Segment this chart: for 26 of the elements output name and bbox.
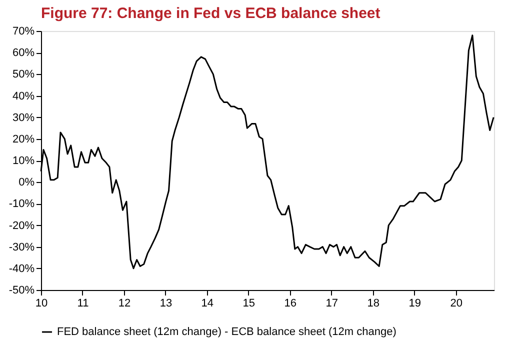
- x-tick-label: 16: [284, 298, 297, 310]
- x-tick-label: 15: [242, 298, 256, 310]
- x-tick-label: 14: [201, 298, 214, 310]
- y-tick-label: 40%: [12, 90, 35, 102]
- y-tick-label: 30%: [12, 112, 35, 124]
- x-tick-label: 19: [408, 298, 421, 310]
- y-tick-label: 60%: [12, 47, 35, 60]
- x-tick-label: 12: [118, 298, 131, 310]
- y-tick-label: -40%: [8, 262, 35, 275]
- x-tick-label: 18: [367, 298, 380, 310]
- x-tick-label: 11: [77, 298, 89, 310]
- y-tick-label: -10%: [8, 198, 35, 210]
- y-tick-label: 70%: [12, 26, 35, 38]
- y-tick-label: 0%: [18, 176, 35, 189]
- y-tick-label: 50%: [12, 68, 35, 81]
- x-tick-label: 10: [35, 298, 48, 310]
- y-tick-label: 20%: [12, 133, 35, 146]
- legend-label: FED balance sheet (12m change) - ECB balance sheet (12m change): [57, 326, 396, 338]
- x-tick-label: 13: [160, 298, 172, 310]
- x-tick-label: 17: [326, 298, 338, 310]
- chart-title: Figure 77: Change in Fed vs ECB balance sheet: [41, 5, 380, 22]
- x-tick-label: 20: [450, 298, 462, 310]
- y-tick-label: 10%: [12, 155, 35, 167]
- y-tick-label: -50%: [8, 284, 35, 296]
- y-tick-label: -20%: [8, 220, 35, 232]
- y-tick-label: -30%: [8, 241, 35, 254]
